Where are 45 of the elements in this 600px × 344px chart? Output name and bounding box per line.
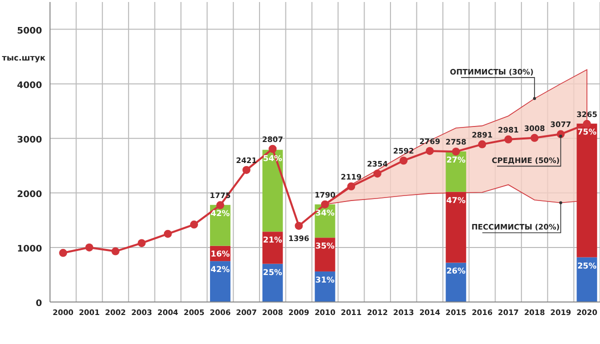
point xyxy=(347,182,356,190)
point xyxy=(242,166,250,174)
bar xyxy=(210,261,230,302)
annotation: 27% xyxy=(446,155,466,164)
annotation: 21% xyxy=(263,236,282,245)
bar xyxy=(576,257,598,302)
point xyxy=(530,134,539,142)
y-tick-label: 2000 xyxy=(16,190,42,200)
point xyxy=(321,200,329,208)
bar xyxy=(446,262,466,302)
point xyxy=(373,170,382,178)
annotation: 31% xyxy=(315,275,335,284)
point xyxy=(111,247,120,256)
y-tick-label: 1000 xyxy=(16,244,42,254)
point xyxy=(504,135,512,144)
y-tick-label: 3000 xyxy=(16,135,42,146)
y-tick-label: 4000 xyxy=(16,80,42,91)
annotation: 47% xyxy=(446,196,466,205)
y-tick-label: 5000 xyxy=(16,26,42,36)
annotation: 34% xyxy=(315,208,335,218)
point xyxy=(59,248,68,257)
annotation: 42% xyxy=(210,265,230,274)
point xyxy=(216,201,224,210)
point xyxy=(400,156,408,165)
point xyxy=(164,230,172,238)
bar xyxy=(262,150,283,232)
point xyxy=(268,144,277,153)
y-tick-label: 0 xyxy=(36,299,42,309)
annotation: 75% xyxy=(577,128,596,137)
point xyxy=(190,220,198,229)
annotation: 26% xyxy=(446,266,466,276)
y-axis-title: тыс.штук xyxy=(2,54,46,63)
annotation: 35% xyxy=(315,242,335,251)
point xyxy=(138,239,146,248)
point xyxy=(478,140,486,148)
point xyxy=(294,222,303,230)
annotation: 16% xyxy=(210,249,230,258)
point xyxy=(452,148,460,156)
annotation: 25% xyxy=(577,261,596,270)
bar xyxy=(262,232,283,264)
point xyxy=(582,120,591,128)
point xyxy=(426,146,434,155)
annotation: 25% xyxy=(263,268,282,277)
point xyxy=(85,243,94,252)
annotation: 42% xyxy=(210,208,230,218)
